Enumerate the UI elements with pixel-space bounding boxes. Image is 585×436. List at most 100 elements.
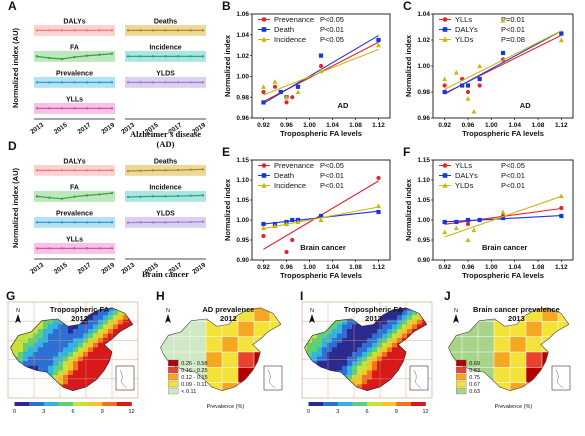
raster-cell	[372, 329, 378, 334]
data-point	[471, 227, 477, 233]
data-point	[442, 173, 448, 178]
raster-cell	[108, 307, 114, 311]
raster-cell	[357, 338, 363, 344]
raster-cell	[18, 356, 24, 362]
panel-letter-c: C	[403, 0, 412, 13]
data-point	[442, 76, 448, 82]
raster-cell	[83, 361, 89, 367]
strip-point	[189, 168, 192, 171]
province-region	[205, 321, 223, 338]
raster-cell	[123, 315, 129, 321]
raster-cell	[322, 347, 328, 353]
raster-cell	[53, 365, 59, 371]
raster-cell	[377, 361, 383, 367]
raster-cell	[347, 319, 353, 325]
data-point	[465, 89, 471, 95]
raster-cell	[332, 361, 338, 367]
province-region	[253, 336, 271, 353]
raster-cell	[392, 319, 398, 325]
legend-label: Prevenance	[274, 15, 314, 24]
data-point	[376, 175, 381, 181]
raster-cell	[322, 356, 328, 362]
strip-point	[164, 221, 167, 224]
raster-cell	[13, 338, 19, 344]
strip-point	[48, 221, 51, 224]
strip-point	[98, 107, 101, 110]
legend-range-label: 0.69	[469, 361, 480, 367]
data-point	[261, 221, 266, 227]
north-label: N	[310, 308, 314, 314]
raster-cell	[108, 319, 114, 325]
raster-cell	[108, 352, 114, 357]
raster-cell	[103, 315, 109, 321]
panel-letter-h: H	[156, 289, 165, 303]
raster-cell	[307, 342, 313, 348]
raster-cell	[78, 365, 84, 371]
province-region	[477, 382, 495, 391]
raster-cell	[407, 310, 413, 316]
raster-cell	[38, 356, 44, 362]
legend-p-value: P=0.08	[501, 35, 525, 44]
raster-cell	[347, 338, 353, 344]
legend-p-value: P<0.05	[320, 161, 344, 170]
raster-cell	[357, 361, 363, 367]
strip-point	[98, 193, 101, 196]
raster-cell	[58, 329, 64, 334]
raster-cell	[312, 352, 318, 357]
raster-cell	[73, 347, 79, 353]
raster-cell	[48, 365, 54, 371]
data-point	[261, 36, 267, 42]
data-point	[261, 27, 267, 32]
raster-cell	[83, 329, 89, 334]
raster-cell	[83, 384, 89, 390]
raster-cell	[78, 375, 84, 380]
legend-label: Death	[274, 25, 294, 34]
year-tick: 2015	[53, 262, 69, 276]
province-region	[509, 382, 527, 391]
inset-outline	[555, 369, 564, 389]
raster-cell	[63, 365, 69, 371]
data-point	[261, 100, 266, 105]
north-arrow-icon	[165, 314, 171, 323]
disease-caption: Alzheimer's disease	[130, 129, 201, 139]
raster-cell	[58, 361, 64, 367]
raster-cell	[307, 347, 313, 353]
raster-cell	[63, 361, 69, 367]
x-tick-label: 1.04	[326, 122, 339, 129]
province-region	[237, 382, 255, 391]
raster-cell	[347, 324, 353, 330]
raster-cell	[342, 365, 348, 371]
raster-cell	[98, 370, 104, 376]
province-region	[205, 351, 223, 368]
data-point	[454, 219, 459, 225]
inset-outline	[413, 369, 422, 389]
strip-point	[98, 29, 101, 32]
raster-cell	[362, 342, 368, 348]
inset-map	[409, 365, 429, 391]
raster-cell	[362, 365, 368, 371]
raster-cell	[312, 356, 318, 362]
raster-cell	[113, 324, 119, 330]
raster-cell	[402, 315, 408, 321]
raster-cell	[342, 333, 348, 339]
raster-cell	[357, 324, 363, 330]
inset-map	[115, 365, 135, 391]
x-tick-label: 0.92	[257, 264, 270, 271]
raster-cell	[382, 370, 388, 376]
data-point	[318, 217, 324, 223]
province-region	[221, 321, 239, 338]
scatter-panel-f: F 0.92 0.96 1.00 1.04 1.08 1.12 0.90 0.95 1.00 1.0…	[403, 145, 574, 280]
raster-cell	[317, 338, 323, 344]
raster-cell	[103, 338, 109, 344]
raster-cell	[392, 352, 398, 357]
panel-letter-g: G	[6, 289, 15, 303]
raster-cell	[387, 365, 393, 371]
y-tick-label: 1.06	[236, 11, 249, 18]
raster-cell	[332, 365, 338, 371]
raster-cell	[357, 375, 363, 380]
legend-label: YLDs	[455, 181, 474, 190]
colorbar-tick: 12	[128, 409, 134, 415]
data-point	[261, 89, 266, 95]
panel-letter-d: D	[8, 139, 17, 153]
